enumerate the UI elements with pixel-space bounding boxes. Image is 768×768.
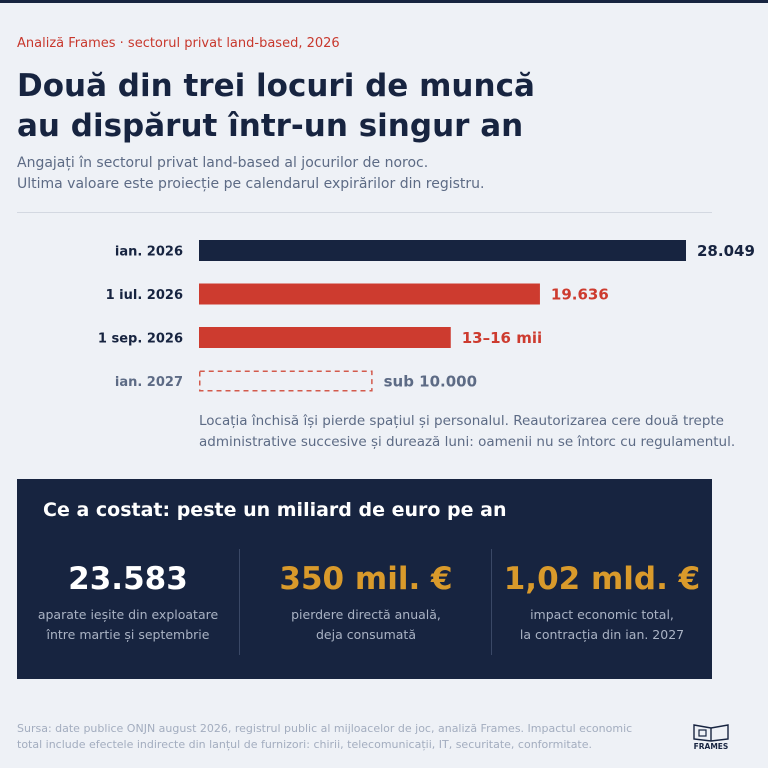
stat-desc-line-1: aparate ieșite din exploatare (37, 607, 219, 622)
source-note: Sursa: date publice ONJN august 2026, re… (17, 721, 657, 753)
category-label: ian. 2026 (115, 245, 183, 260)
header-divider (17, 212, 712, 213)
stat-desc-line-2: la contracția din ian. 2027 (519, 627, 685, 642)
employment-bar-chart: ian. 2026 28.049 1 iul. 2026 19.636 1 sep. 2… (98, 240, 755, 392)
source-line-1: Sursa: date publice ONJN august 2026, re… (17, 722, 633, 735)
value-label: 13–16 mii (462, 329, 542, 347)
stat-description: pierdere directă anuală, deja consumată (240, 605, 492, 645)
chart-note: Locația închisă își pierde spațiul și pe… (199, 411, 764, 453)
category-label: 1 sep. 2026 (98, 332, 183, 347)
stat-desc-line-2: deja consumată (315, 627, 416, 642)
title-line-2: au dispărut într-un singur an (17, 108, 524, 144)
note-line-2: administrative succesive și durează luni… (199, 434, 736, 450)
stat-value: 350 mil. € (279, 561, 453, 597)
panel-title: Ce a costat: peste un miliard de euro pe… (43, 499, 507, 521)
subtitle-line-2: Ultima valoare este proiecție pe calenda… (17, 176, 485, 192)
stat-total-impact: 1,02 mld. € impact economic total, la co… (491, 549, 712, 655)
stat-desc-line-1: pierdere directă anuală, (291, 607, 441, 622)
stat-direct-loss: 350 mil. € pierdere directă anuală, deja… (239, 549, 492, 655)
bar (199, 327, 451, 348)
bar (199, 370, 373, 392)
stat-value: 1,02 mld. € (503, 561, 701, 597)
stat-machines: 23.583 aparate ieșite din exploatare înt… (17, 549, 239, 655)
frames-logo-icon: FRAMES (693, 724, 729, 750)
value-label: 28.049 (697, 242, 755, 260)
kicker: Analiză Frames · sectorul privat land-ba… (17, 36, 340, 51)
cost-panel: Ce a costat: peste un miliard de euro pe… (17, 479, 712, 679)
bar (199, 240, 686, 261)
logo-text: FRAMES (694, 742, 729, 750)
bar (199, 283, 540, 305)
category-label: 1 iul. 2026 (106, 288, 183, 303)
stat-desc-line-2: între martie și septembrie (46, 627, 210, 642)
value-label: 19.636 (551, 286, 609, 304)
subtitle-line-1: Angajați în sectorul privat land-based a… (17, 155, 429, 171)
stat-description: aparate ieșite din exploatare între mart… (17, 605, 239, 645)
source-line-2: total include efectele indirecte din lan… (17, 738, 593, 751)
note-line-1: Locația închisă își pierde spațiul și pe… (199, 413, 724, 429)
title-line-1: Două din trei locuri de muncă (17, 68, 535, 104)
category-label: ian. 2027 (115, 375, 183, 390)
value-label: sub 10.000 (384, 373, 477, 391)
stat-value: 23.583 (68, 561, 188, 597)
page-title: Două din trei locuri de muncă au dispăru… (17, 66, 737, 146)
top-accent-bar (0, 0, 768, 3)
stat-desc-line-1: impact economic total, (530, 607, 674, 622)
stat-description: impact economic total, la contracția din… (492, 605, 712, 645)
subtitle: Angajați în sectorul privat land-based a… (17, 153, 737, 195)
